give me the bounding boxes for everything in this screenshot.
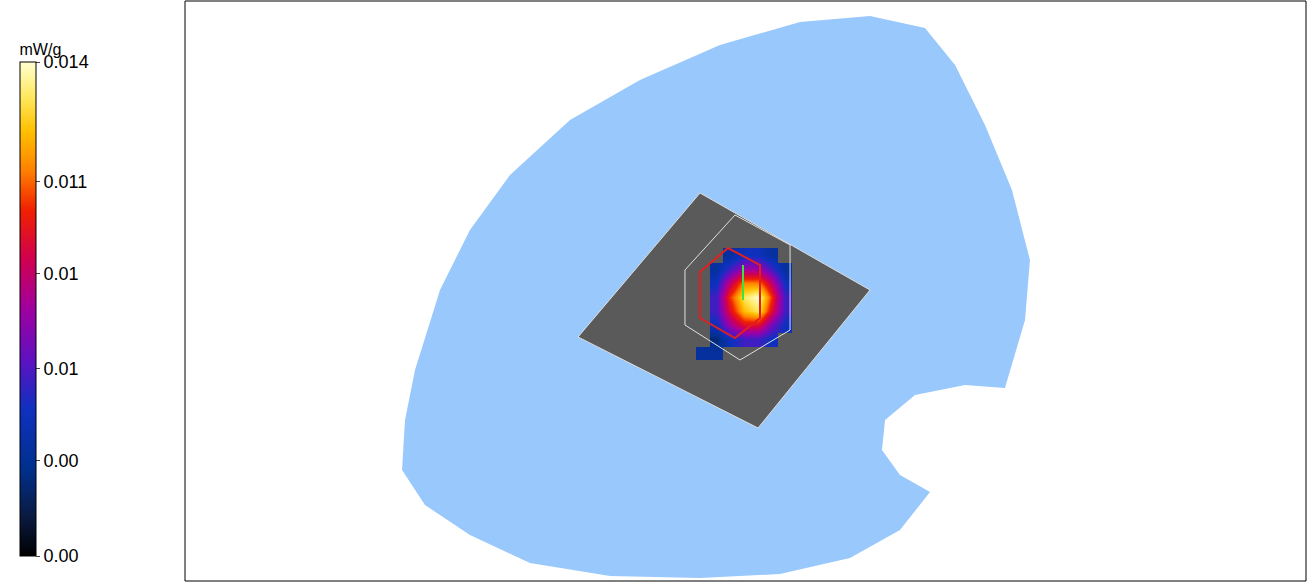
svg-text:0.01: 0.01 (44, 264, 79, 284)
svg-text:0.01: 0.01 (44, 359, 79, 379)
svg-text:mW/g: mW/g (20, 41, 62, 58)
svg-text:0.00: 0.00 (44, 546, 79, 566)
svg-text:0.011: 0.011 (44, 172, 88, 192)
svg-text:0.00: 0.00 (44, 451, 79, 471)
svg-text:0.014: 0.014 (44, 52, 89, 72)
